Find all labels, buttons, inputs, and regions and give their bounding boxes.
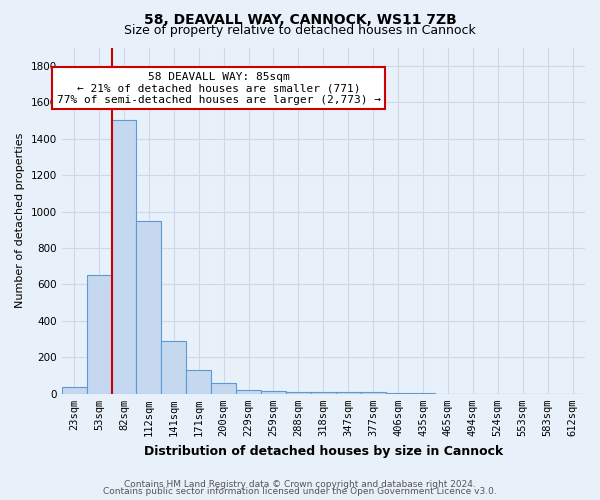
X-axis label: Distribution of detached houses by size in Cannock: Distribution of detached houses by size … — [144, 444, 503, 458]
Text: Contains HM Land Registry data © Crown copyright and database right 2024.: Contains HM Land Registry data © Crown c… — [124, 480, 476, 489]
Bar — [236, 390, 261, 394]
Bar — [136, 220, 161, 394]
Bar — [311, 392, 336, 394]
Bar — [286, 392, 311, 394]
Bar — [186, 370, 211, 394]
Text: Contains public sector information licensed under the Open Government Licence v3: Contains public sector information licen… — [103, 487, 497, 496]
Text: Size of property relative to detached houses in Cannock: Size of property relative to detached ho… — [124, 24, 476, 37]
Bar — [211, 383, 236, 394]
Bar — [261, 391, 286, 394]
Bar — [86, 276, 112, 394]
Text: 58, DEAVALL WAY, CANNOCK, WS11 7ZB: 58, DEAVALL WAY, CANNOCK, WS11 7ZB — [143, 12, 457, 26]
Y-axis label: Number of detached properties: Number of detached properties — [15, 133, 25, 308]
Bar — [386, 393, 410, 394]
Text: 58 DEAVALL WAY: 85sqm
← 21% of detached houses are smaller (771)
77% of semi-det: 58 DEAVALL WAY: 85sqm ← 21% of detached … — [56, 72, 380, 105]
Bar — [112, 120, 136, 394]
Bar — [336, 392, 361, 394]
Bar — [361, 392, 386, 394]
Bar — [62, 386, 86, 394]
Bar — [161, 341, 186, 394]
